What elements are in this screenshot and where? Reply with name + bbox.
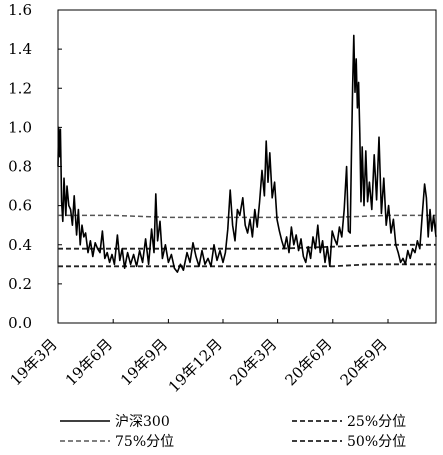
series-line-3 <box>58 243 436 250</box>
y-axis: 0.0 0.2 0.4 0.6 0.8 1.0 1.2 1.4 1.6 <box>8 1 62 332</box>
y-tick-label: 1.0 <box>8 118 32 136</box>
y-tick-label: 0.6 <box>8 197 32 215</box>
y-tick-label: 1.6 <box>8 1 32 19</box>
x-tick-label: 19年3月 <box>7 335 61 389</box>
legend-label: 沪深300 <box>115 414 170 430</box>
series-line-0 <box>57 34 437 273</box>
legend-label: 75%分位 <box>115 434 174 450</box>
y-tick-label: 1.4 <box>8 40 32 58</box>
y-tick-label: 0.8 <box>8 158 32 176</box>
x-tick-label: 19年12月 <box>165 335 226 396</box>
legend-label: 25%分位 <box>347 414 406 430</box>
series-line-2 <box>58 214 436 219</box>
y-tick-label: 0.4 <box>8 236 32 254</box>
series-line-1 <box>58 263 436 268</box>
y-tick-label: 0.0 <box>8 314 32 332</box>
x-tick-label: 19年9月 <box>117 335 171 389</box>
x-tick-label: 20年3月 <box>226 335 280 389</box>
legend-label: 50%分位 <box>347 434 406 450</box>
legend: 沪深300 25%分位 75%分位 50%分位 <box>60 414 406 450</box>
x-tick-label: 20年6月 <box>281 335 335 389</box>
y-tick-label: 0.2 <box>8 275 32 293</box>
series-lines <box>57 34 437 273</box>
y-tick-label: 1.2 <box>8 79 32 97</box>
x-tick-label: 19年6月 <box>62 335 116 389</box>
x-tick-label: 20年9月 <box>337 335 391 389</box>
